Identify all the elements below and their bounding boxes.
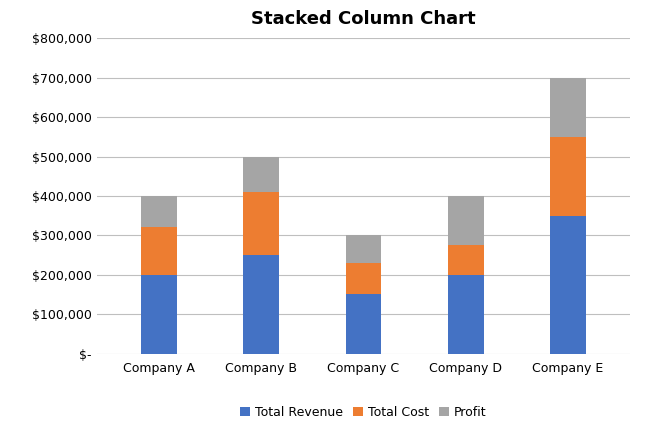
Bar [345, 235, 382, 263]
Bar [243, 255, 279, 354]
Bar [550, 137, 586, 216]
Bar [345, 263, 382, 294]
Legend: Total Revenue, Total Cost, Profit: Total Revenue, Total Cost, Profit [235, 401, 492, 424]
Bar [243, 156, 279, 192]
Bar [448, 245, 484, 275]
Bar [345, 294, 382, 354]
Bar [550, 78, 586, 137]
Bar [141, 275, 177, 354]
Bar [243, 192, 279, 255]
Bar [448, 196, 484, 245]
Bar [550, 216, 586, 354]
Bar [448, 275, 484, 354]
Bar [141, 227, 177, 275]
Bar [141, 196, 177, 227]
Title: Stacked Column Chart: Stacked Column Chart [251, 11, 476, 29]
